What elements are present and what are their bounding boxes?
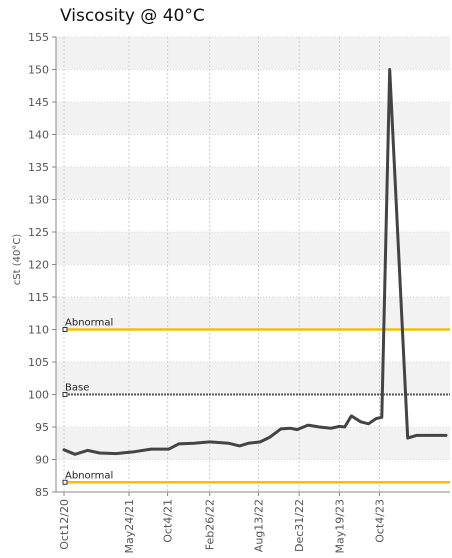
data-point <box>134 451 136 453</box>
y-tick-label: 150 <box>28 64 49 77</box>
data-point <box>209 441 211 443</box>
data-point <box>259 441 261 443</box>
y-tick-labels: 85 90 95 100 105 110 115 120 125 130 135 140 145 150 1… <box>28 31 56 499</box>
y-tick-label: 95 <box>35 421 49 434</box>
reference-lines: Abnormal Base Abnormal <box>62 318 450 485</box>
data-point <box>338 425 340 427</box>
data-point <box>193 442 195 444</box>
reference-marker <box>62 479 68 485</box>
data-point <box>228 442 230 444</box>
y-tick-label: 120 <box>28 259 49 272</box>
x-tick-label: Feb26/22 <box>204 499 217 550</box>
x-tick-label: Oct4/21 <box>162 499 175 543</box>
y-tick-label: 145 <box>28 96 49 109</box>
data-point <box>330 427 332 429</box>
y-tick-label: 105 <box>28 356 49 369</box>
y-tick-label: 140 <box>28 129 49 142</box>
reference-label: Base <box>65 383 89 394</box>
plot-band <box>56 37 450 70</box>
data-point <box>381 416 383 418</box>
data-point <box>168 448 170 450</box>
data-point <box>87 449 89 451</box>
plot-band <box>56 167 450 200</box>
data-point <box>296 429 298 431</box>
x-tick-label: Oct12/20 <box>58 499 71 550</box>
data-point <box>63 449 65 451</box>
y-tick-label: 85 <box>35 486 49 499</box>
data-point <box>389 69 391 70</box>
data-point <box>239 445 241 447</box>
data-point <box>269 436 271 438</box>
plot-band <box>56 102 450 135</box>
y-tick-label: 90 <box>35 454 49 467</box>
data-point <box>74 453 76 455</box>
y-tick-label: 130 <box>28 194 49 207</box>
data-point <box>178 443 180 445</box>
y-axis-label: cSt (40°C) <box>12 234 23 286</box>
y-tick-label: 125 <box>28 226 49 239</box>
data-point <box>247 442 249 444</box>
y-tick-label: 110 <box>28 324 49 337</box>
x-tick-label: Aug13/22 <box>252 499 265 552</box>
data-point <box>344 426 346 428</box>
x-tick-label: May24/21 <box>123 499 136 553</box>
x-tick-label: Dec31/22 <box>293 499 306 552</box>
y-tick-label: 115 <box>28 291 49 304</box>
plot-band <box>56 297 450 330</box>
data-point <box>290 427 292 429</box>
series-layer <box>62 68 448 456</box>
data-point <box>407 437 409 439</box>
chart-title: Viscosity @ 40°C <box>60 6 205 26</box>
x-tick-label: May19/23 <box>333 499 346 553</box>
reference-marker <box>62 392 68 397</box>
reference-label: Abnormal <box>65 470 113 481</box>
plot-band <box>56 232 450 265</box>
y-tick-label: 100 <box>28 389 49 402</box>
data-point <box>280 428 282 430</box>
data-point <box>415 434 417 436</box>
y-tick-label: 155 <box>28 31 49 44</box>
y-tick-label: 135 <box>28 161 49 174</box>
data-point <box>360 421 362 423</box>
data-point <box>318 426 320 428</box>
data-point <box>350 415 352 417</box>
data-point <box>99 452 101 454</box>
data-point <box>375 418 377 420</box>
x-tick-labels: Oct12/20 May24/21 Oct4/21 Feb26/22 Aug13/22 D… <box>58 492 387 553</box>
reference-label: Abnormal <box>65 318 113 329</box>
data-point <box>115 453 117 455</box>
data-point <box>150 448 152 450</box>
plot-band <box>56 362 450 395</box>
data-point <box>367 423 369 425</box>
x-tick-label: Oct4/23 <box>374 499 387 543</box>
reference-marker <box>62 327 68 332</box>
data-point <box>445 434 447 436</box>
data-point <box>307 424 309 426</box>
